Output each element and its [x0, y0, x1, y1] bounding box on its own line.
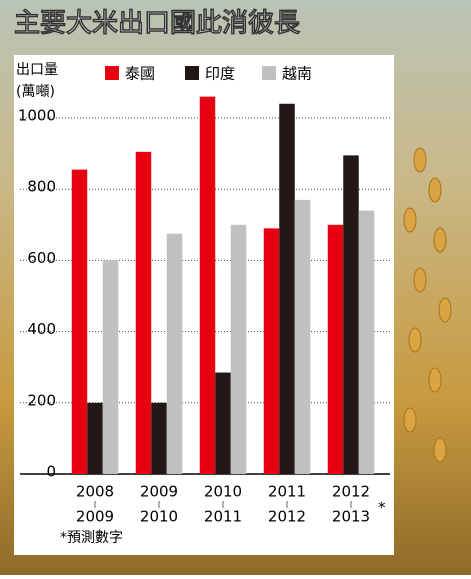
bar — [151, 402, 167, 474]
category-note: * — [378, 499, 386, 517]
x-tick-label: 2013 — [332, 508, 370, 526]
x-tick-label: 2012 — [268, 508, 306, 526]
legend-swatch — [185, 66, 199, 80]
x-tick-label: 2008 — [76, 483, 114, 501]
legend-label: 印度 — [205, 65, 235, 83]
bar — [230, 224, 247, 474]
rice-decoration — [403, 147, 452, 463]
legend-label: 泰國 — [125, 65, 155, 83]
footnote: *預測數字 — [60, 530, 123, 546]
bar — [166, 233, 183, 474]
bar — [279, 103, 295, 474]
x-tick-label: 2011 — [268, 483, 306, 501]
bar — [327, 224, 344, 474]
legend-label: 越南 — [282, 65, 312, 83]
bar — [199, 96, 216, 474]
bar — [87, 402, 103, 474]
y-axis-label: 出口量 — [16, 62, 58, 78]
y-tick-label: 800 — [27, 178, 56, 196]
x-tick-label: 2011 — [204, 508, 242, 526]
y-tick-label: 600 — [27, 249, 56, 267]
chart-title: 主要大米出口國此消彼長 — [14, 9, 301, 39]
y-tick-label: 0 — [46, 463, 56, 481]
y-axis-label: (萬噸) — [16, 84, 55, 100]
bar — [358, 210, 375, 474]
y-tick-label: 1000 — [18, 107, 56, 125]
bar — [215, 372, 231, 474]
x-tick-label: 2010 — [204, 483, 242, 501]
bar — [135, 151, 152, 474]
bar — [343, 155, 359, 474]
y-tick-label: 400 — [27, 320, 56, 338]
bar — [102, 260, 119, 474]
x-tick-label: 2010 — [140, 508, 178, 526]
bar — [71, 169, 88, 474]
x-tick-label: 2012 — [332, 483, 370, 501]
bar — [263, 228, 280, 474]
x-tick-label: 2009 — [76, 508, 114, 526]
legend-swatch — [262, 66, 276, 80]
y-tick-label: 200 — [27, 391, 56, 409]
x-tick-label: 2009 — [140, 483, 178, 501]
bar — [294, 199, 311, 474]
legend-swatch — [105, 66, 119, 80]
